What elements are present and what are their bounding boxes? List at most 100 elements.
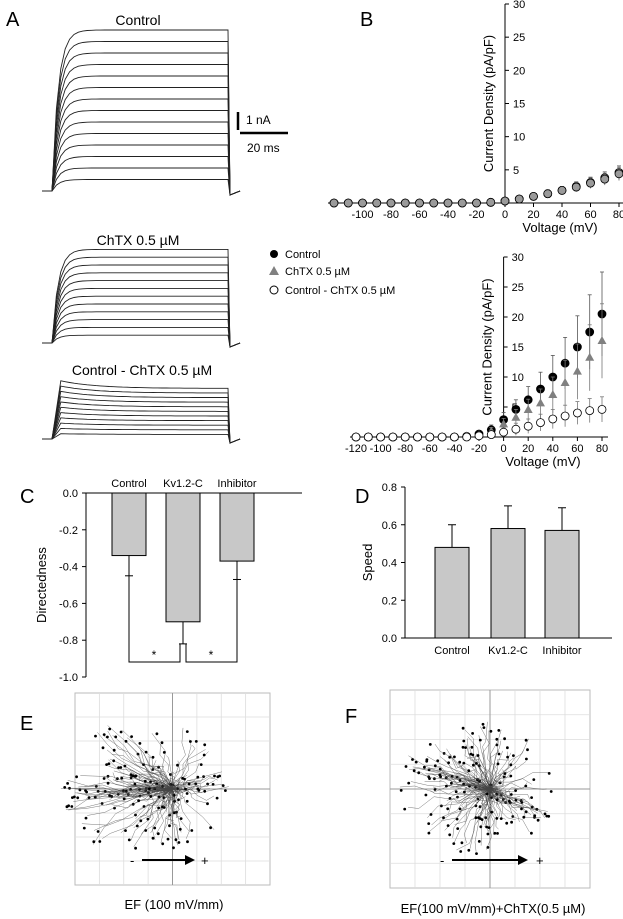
trajectory-endpoint xyxy=(481,722,485,726)
current-trace xyxy=(42,280,241,348)
trajectory-plot-e xyxy=(60,692,271,886)
trajectory-endpoint xyxy=(202,753,206,757)
x-tick-label: -100 xyxy=(370,443,392,455)
category-label: Kv1.2-C xyxy=(488,645,528,657)
current-trace xyxy=(42,401,241,444)
trajectory-endpoint xyxy=(137,799,141,803)
data-point-chtx xyxy=(472,198,481,208)
trajectory-endpoint xyxy=(224,789,227,792)
cell-trajectory xyxy=(418,770,491,790)
current-trace xyxy=(42,319,241,348)
cell-trajectory xyxy=(144,780,173,791)
cell-trajectory xyxy=(489,788,499,801)
x-tick-label: 80 xyxy=(613,209,623,221)
trajectory-endpoint xyxy=(160,741,164,745)
trajectory-endpoint xyxy=(503,772,507,775)
significance-bracket xyxy=(185,579,238,663)
data-point-difference xyxy=(437,432,447,442)
y-tick-label: 0.8 xyxy=(382,482,397,494)
trajectory-endpoint xyxy=(110,795,114,798)
trajectory-endpoint xyxy=(168,824,171,828)
trajectory-endpoint xyxy=(194,740,198,743)
trajectory-endpoint xyxy=(148,787,151,791)
trajectory-endpoint xyxy=(122,797,126,801)
trajectory-endpoint xyxy=(471,732,474,735)
cell-trajectory xyxy=(489,788,499,818)
y-tick-label: 25 xyxy=(512,282,524,294)
cell-trajectory xyxy=(146,788,173,806)
y-tick-label: 15 xyxy=(512,342,524,354)
trajectory-endpoint xyxy=(447,761,450,765)
current-trace xyxy=(42,390,241,444)
cell-trajectory xyxy=(154,785,174,798)
trajectory-endpoint xyxy=(522,815,526,819)
trajectory-endpoint xyxy=(197,789,201,792)
data-point-chtx xyxy=(597,336,607,344)
trajectory-endpoint xyxy=(94,734,97,738)
trajectory-endpoint xyxy=(427,831,431,835)
current-trace xyxy=(42,179,241,196)
trajectory-endpoint xyxy=(67,804,70,808)
trajectory-endpoint xyxy=(524,738,528,742)
cell-trajectory xyxy=(167,782,176,790)
trajectory-endpoint xyxy=(199,763,203,766)
trajectory-endpoint xyxy=(84,816,88,820)
trajectory-endpoint xyxy=(190,829,194,832)
data-point-chtx xyxy=(560,378,570,386)
trajectory-endpoint xyxy=(536,818,540,822)
trajectory-endpoint xyxy=(514,789,517,792)
data-point-chtx xyxy=(529,191,538,201)
y-tick-label: 10 xyxy=(513,132,525,144)
trajectory-endpoint xyxy=(63,786,67,789)
cell-trajectory xyxy=(120,788,173,834)
trajectory-endpoint xyxy=(149,795,153,798)
trajectory-endpoint xyxy=(530,796,533,799)
cell-trajectory xyxy=(165,788,174,821)
trajectory-endpoint xyxy=(514,798,518,802)
y-axis-label: Current Density (pA/pF) xyxy=(480,278,495,415)
trajectory-endpoint xyxy=(463,790,466,794)
y-tick-label: -0.6 xyxy=(59,598,78,610)
chart-b-top: -100 -80 -60 -40 -20 0 20 40 60 80 5 10 15 20 25 30 Volt… xyxy=(328,0,623,235)
data-point-chtx xyxy=(600,174,610,184)
trajectory-endpoint xyxy=(403,807,407,811)
trajectory-endpoint xyxy=(442,816,445,820)
cell-trajectory xyxy=(159,743,175,790)
current-trace xyxy=(42,433,241,444)
cell-trajectory xyxy=(489,749,500,790)
bar xyxy=(490,528,526,639)
trajectory-endpoint xyxy=(185,792,189,795)
trajectory-endpoint xyxy=(156,832,160,836)
legend-marker-chtx xyxy=(269,266,279,275)
trajectory-endpoint xyxy=(186,840,189,844)
trajectory-endpoint xyxy=(157,806,161,810)
trajectory-endpoint xyxy=(509,763,513,767)
trajectory-endpoint xyxy=(499,817,503,820)
trajectory-endpoint xyxy=(412,769,416,773)
y-tick-label: 0.0 xyxy=(63,488,78,500)
trajectory-endpoint xyxy=(209,826,213,830)
trajectory-endpoint xyxy=(108,727,112,731)
trajectory-endpoint xyxy=(151,836,155,840)
cell-trajectory xyxy=(124,765,173,790)
category-label: Inhibitor xyxy=(217,478,256,490)
trajectory-endpoint xyxy=(458,807,462,811)
y-tick-label: -1.0 xyxy=(59,672,78,684)
trajectory-endpoint xyxy=(464,746,467,749)
trajectory-endpoint xyxy=(423,765,426,769)
data-point-chtx xyxy=(457,198,467,208)
current-trace xyxy=(42,256,241,348)
trajectory-endpoint xyxy=(153,826,157,830)
cell-trajectory xyxy=(480,726,493,790)
cell-trajectory xyxy=(172,751,209,790)
cell-trajectory xyxy=(123,765,173,790)
scale-label-current: 1 nA xyxy=(246,113,271,127)
cell-trajectory xyxy=(473,788,491,820)
trajectory-endpoint xyxy=(543,812,547,816)
cell-trajectory xyxy=(102,734,173,790)
trajectory-endpoint xyxy=(106,781,110,785)
trajectory-endpoint xyxy=(489,729,493,733)
trajectory-endpoint xyxy=(124,739,128,743)
cell-trajectory xyxy=(160,788,173,844)
data-point-difference xyxy=(376,432,386,442)
